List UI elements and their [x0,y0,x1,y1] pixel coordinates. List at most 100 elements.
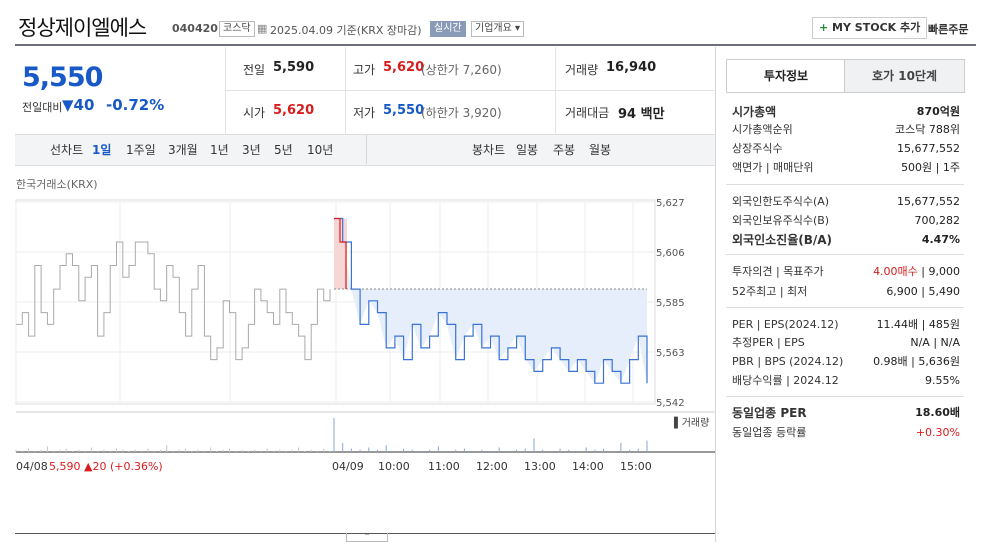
period-3y[interactable]: 3년 [242,143,261,157]
info-row: 추정PER | EPS N/A | N/A [732,334,960,352]
info-label: 동일업종 PER [732,406,807,420]
period-1d[interactable]: 1일 [92,143,112,157]
info-row: 배당수익률 | 2024.12 9.55% [732,372,960,390]
company-info-dropdown[interactable]: 기업개요 ▾ [471,21,525,37]
period-5y[interactable]: 5년 [274,143,293,157]
volume-value: 16,940 [606,60,657,75]
info-row: 외국인보유주식수(B) 700,282 [732,212,960,230]
low-value: 5,550 [383,103,425,118]
company-info-label: 기업개요 [475,23,512,34]
low-label: 저가 [353,106,376,120]
info-value: +0.30% [915,426,960,439]
x-tick-label: 14:00 [572,460,604,473]
x-tick-label: 12:00 [476,460,508,473]
period-3m[interactable]: 3개월 [168,143,198,157]
collapse-handle[interactable]: ⌃ [346,533,388,542]
info-value: 15,677,552 [897,195,960,208]
info-label: 시가총액순위 [732,123,793,136]
line-chart-label: 선차트 [50,143,84,157]
info-label: 외국인보유주식수(B) [732,214,830,227]
header-divider [15,44,976,46]
x-tick-label: 04/08 [16,460,48,473]
period-1y[interactable]: 1년 [210,143,229,157]
period-bar [15,134,715,166]
above-prev-close-fill [334,218,347,290]
panel-separator [726,184,964,185]
change-label: 전일대비 [22,101,63,114]
y-tick-label: 5,606 [656,248,685,259]
tab-invest-info[interactable]: 투자정보 [726,59,846,93]
right-tabs: 투자정보 호가 10단계 [726,59,965,93]
prev-close-label: 전일 [243,63,266,77]
market-tag: 코스닥 [219,21,255,37]
stock-name: 정상제이엘에스 [18,16,147,40]
info-row: 52주최고 | 최저 6,900 | 5,490 [732,283,960,301]
y-tick-label: 5,563 [656,348,685,359]
stock-code: 040420 [172,22,218,35]
upper-limit: (상한가 7,260) [421,63,502,77]
info-label: 투자의견 | 목표주가 [732,265,824,278]
info-value: 6,900 | 5,490 [886,285,960,298]
info-value: 0.98배 | 5,636원 [873,355,960,368]
info-row: 시가총액순위 코스닥 788위 [732,121,960,139]
info-value: 4.00매수 | 9,000 [873,265,960,278]
y-tick-label: 5,542 [656,398,685,409]
info-row: PER | EPS(2024.12) 11.44배 | 485원 [732,316,960,334]
volume-legend: ▌거래량 [673,416,709,429]
info-row: 동일업종 PER 18.60배 [732,404,960,422]
quick-order-link[interactable]: 빠른주문 [928,23,969,36]
change-value: ▼40 [62,96,95,114]
panel-separator [726,307,964,308]
x-tick-label: 04/09 [332,460,364,473]
info-value: 11.44배 | 485원 [876,318,960,331]
down-triangle-icon: ▼ [62,96,74,114]
amount-label: 거래대금 [565,106,610,120]
info-label: PBR | BPS (2024.12) [732,355,844,368]
chevron-down-icon: ▾ [511,23,521,34]
info-row: 외국인소진율(B/A) 4.47% [732,231,960,249]
amount-value: 94 백만 [618,107,665,122]
panel-separator [726,396,964,397]
candle-weekly[interactable]: 주봉 [553,143,576,157]
volume-label: 거래량 [565,63,599,77]
info-label: 상장주식수 [732,142,783,155]
current-price: 5,550 [22,62,103,93]
below-prev-close-fill [334,218,647,384]
period-1w[interactable]: 1주일 [126,143,156,157]
period-10y[interactable]: 10년 [307,143,334,157]
chart-source: 한국거래소(KRX) [16,178,98,191]
tab-hoga[interactable]: 호가 10단계 [844,59,965,93]
info-label: 추정PER | EPS [732,336,805,349]
calendar-icon: ▦ [257,22,268,35]
x-tick-label: 13:00 [524,460,556,473]
info-value: 870억원 [916,105,960,118]
my-stock-button[interactable]: + MY STOCK 추가 [812,17,928,39]
high-value: 5,620 [383,60,425,75]
my-stock-label: MY STOCK 추가 [832,21,921,34]
info-row: 액면가 | 매매단위 500원 | 1주 [732,159,960,177]
change-rate: -0.72% [106,96,165,114]
x-tick-label: 10:00 [378,460,410,473]
info-label: PER | EPS(2024.12) [732,318,839,331]
info-value: 코스닥 788위 [895,123,960,136]
info-label: 시가총액 [732,105,777,119]
x-tick-label: 15:00 [620,460,652,473]
info-value: 9.55% [925,374,960,387]
y-tick-label: 5,627 [656,198,685,209]
realtime-tag[interactable]: 실시간 [430,21,466,37]
info-row: PBR | BPS (2024.12) 0.98배 | 5,636원 [732,353,960,371]
candle-daily[interactable]: 일봉 [516,143,539,157]
info-label: 배당수익률 | 2024.12 [732,374,839,387]
info-value: 18.60배 [915,406,960,419]
info-label: 52주최고 | 최저 [732,285,808,298]
open-label: 시가 [243,106,266,120]
info-row: 동일업종 등락률 +0.30% [732,424,960,442]
intraday-chart: 5,627 5,606 5,585 5,563 5,542 ▌거래량 04/08 04/09 1… [15,198,715,473]
info-label: 외국인소진율(B/A) [732,233,833,247]
candle-monthly[interactable]: 월봉 [589,143,612,157]
info-row: 상장주식수 15,677,552 [732,140,960,158]
info-row: 외국인한도주식수(A) 15,677,552 [732,193,960,211]
lower-limit: (하한가 3,920) [421,106,502,120]
prev-day-summary: 5,590 ▲20 (+0.36%) [49,460,163,473]
today-price-line [334,217,648,384]
